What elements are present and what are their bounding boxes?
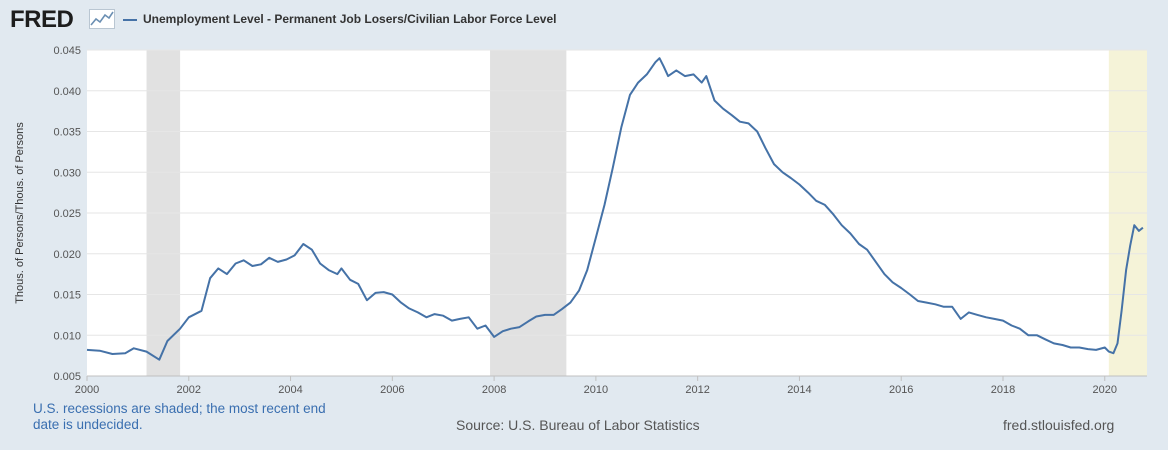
y-tick-label: 0.005 (53, 371, 81, 383)
series-line-0 (86, 57, 1144, 361)
x-tick-label: 2012 (685, 384, 709, 396)
y-tick-label: 0.025 (53, 208, 81, 220)
line-chart-icon (89, 9, 115, 29)
x-tick-label: 2008 (482, 384, 506, 396)
source-text: Source: U.S. Bureau of Labor Statistics (456, 417, 700, 433)
recession-note: U.S. recessions are shaded; the most rec… (33, 401, 326, 432)
y-tick-label: 0.045 (53, 45, 81, 57)
legend-series-swatch (123, 19, 137, 21)
y-tick-label: 0.035 (53, 127, 81, 139)
x-tick-label: 2016 (889, 384, 913, 396)
x-tick-label: 2020 (1093, 384, 1117, 396)
x-tick-label: 2014 (787, 384, 811, 396)
y-tick-label: 0.040 (53, 86, 81, 98)
chart-area[interactable]: 0.005 0.010 0.015 0.020 0.025 0.030 0.035 0.040… (0, 40, 1168, 400)
x-tick-label: 2004 (278, 384, 302, 396)
x-tick-label: 2018 (991, 384, 1015, 396)
y-tick-label: 0.030 (53, 167, 81, 179)
fred-logo[interactable]: FRED (10, 6, 74, 33)
x-tick-label: 2010 (584, 384, 608, 396)
y-tick-label: 0.015 (53, 290, 81, 302)
x-tick-label: 2006 (380, 384, 404, 396)
site-link[interactable]: fred.stlouisfed.org (1003, 417, 1115, 433)
legend-series-label: Unemployment Level - Permanent Job Loser… (143, 12, 557, 26)
y-tick-label: 0.010 (53, 330, 81, 342)
x-tick-label: 2002 (177, 384, 201, 396)
y-axis-title: Thous. of Persons/Thous. of Persons (14, 122, 26, 304)
y-tick-label: 0.020 (53, 249, 81, 261)
header: FRED Unemployment Level - Permanent Job … (0, 0, 1168, 40)
x-tick-label: 2000 (75, 384, 99, 396)
